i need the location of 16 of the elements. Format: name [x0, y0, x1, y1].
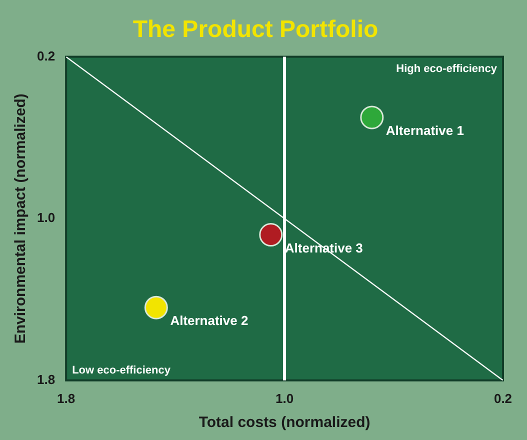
series-label: Alternative 1 — [386, 123, 464, 138]
y-tick-label: 0.2 — [36, 48, 56, 64]
annotation: High eco-efficiency — [396, 62, 498, 75]
chart-title: The Product Portfolio — [132, 16, 378, 44]
x-tick-label: 1.8 — [57, 390, 76, 406]
point — [259, 223, 283, 247]
x-axis-title: Total costs (normalized) — [198, 414, 370, 432]
y-tick-label: 1.8 — [36, 372, 56, 387]
y-tick-label: 1.0 — [36, 210, 56, 226]
point — [360, 106, 384, 130]
x-tick-label: 0.2 — [494, 390, 512, 406]
y-axis-title: Environmental impact (normalized) — [12, 94, 30, 344]
annotation: Low eco-efficiency — [72, 364, 172, 376]
series-label: Alternative 2 — [170, 313, 248, 328]
x-tick-label: 1.0 — [275, 390, 294, 406]
point — [144, 296, 168, 320]
